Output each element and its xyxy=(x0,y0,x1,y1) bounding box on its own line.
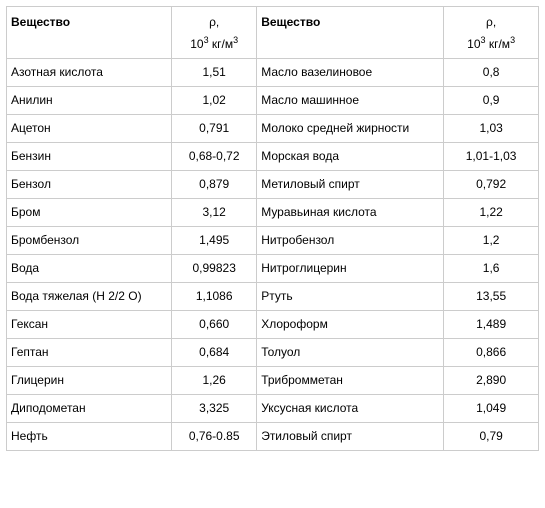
density-value-left: 0,879 xyxy=(172,171,257,199)
substance-name-right: Уксусная кислота xyxy=(257,395,444,423)
density-value-left: 1,1086 xyxy=(172,283,257,311)
substance-name-right: Нитроглицерин xyxy=(257,255,444,283)
substance-name-left: Нефть xyxy=(7,423,172,451)
density-value-right: 1,22 xyxy=(444,199,539,227)
table-row: Бромбензол1,495Нитробензол1,2 xyxy=(7,227,539,255)
density-table: Вещество ρ, 103 кг/м3 Вещество ρ, 103 кг… xyxy=(6,6,539,451)
density-value-right: 1,2 xyxy=(444,227,539,255)
density-value-right: 1,6 xyxy=(444,255,539,283)
substance-name-right: Ртуть xyxy=(257,283,444,311)
rho-symbol-2: ρ, xyxy=(448,15,534,29)
density-value-right: 1,489 xyxy=(444,311,539,339)
density-value-right: 1,03 xyxy=(444,115,539,143)
substance-name-left: Вода xyxy=(7,255,172,283)
table-row: Азотная кислота1,51Масло вазелиновое0,8 xyxy=(7,59,539,87)
substance-name-right: Трибромметан xyxy=(257,367,444,395)
density-value-left: 3,325 xyxy=(172,395,257,423)
density-value-right: 13,55 xyxy=(444,283,539,311)
density-value-left: 0,76-0.85 xyxy=(172,423,257,451)
substance-name-left: Анилин xyxy=(7,87,172,115)
substance-name-right: Масло машинное xyxy=(257,87,444,115)
substance-name-left: Глицерин xyxy=(7,367,172,395)
substance-name-left: Бензин xyxy=(7,143,172,171)
header-density-2: ρ, 103 кг/м3 xyxy=(444,7,539,59)
density-value-right: 0,866 xyxy=(444,339,539,367)
table-row: Бензол0,879Метиловый спирт0,792 xyxy=(7,171,539,199)
substance-name-left: Бромбензол xyxy=(7,227,172,255)
density-value-left: 1,26 xyxy=(172,367,257,395)
table-body: Азотная кислота1,51Масло вазелиновое0,8А… xyxy=(7,59,539,451)
density-value-right: 0,9 xyxy=(444,87,539,115)
substance-name-left: Гексан xyxy=(7,311,172,339)
density-value-right: 0,79 xyxy=(444,423,539,451)
table-row: Нефть0,76-0.85Этиловый спирт0,79 xyxy=(7,423,539,451)
substance-name-right: Морская вода xyxy=(257,143,444,171)
header-substance-1: Вещество xyxy=(7,7,172,59)
rho-unit-2: 103 кг/м3 xyxy=(467,37,515,51)
table-row: Вода0,99823Нитроглицерин1,6 xyxy=(7,255,539,283)
header-density-1: ρ, 103 кг/м3 xyxy=(172,7,257,59)
substance-name-left: Вода тяжелая (Н 2/2 О) xyxy=(7,283,172,311)
density-value-left: 0,68-0,72 xyxy=(172,143,257,171)
substance-name-left: Гептан xyxy=(7,339,172,367)
density-value-right: 0,8 xyxy=(444,59,539,87)
table-row: Вода тяжелая (Н 2/2 О)1,1086Ртуть13,55 xyxy=(7,283,539,311)
table-row: Диподометан3,325Уксусная кислота1,049 xyxy=(7,395,539,423)
density-value-left: 1,02 xyxy=(172,87,257,115)
density-value-left: 1,495 xyxy=(172,227,257,255)
substance-name-left: Азотная кислота xyxy=(7,59,172,87)
density-value-right: 2,890 xyxy=(444,367,539,395)
substance-name-right: Этиловый спирт xyxy=(257,423,444,451)
table-row: Глицерин1,26Трибромметан2,890 xyxy=(7,367,539,395)
substance-name-right: Молоко средней жирности xyxy=(257,115,444,143)
table-row: Гептан0,684Толуол0,866 xyxy=(7,339,539,367)
substance-name-left: Ацетон xyxy=(7,115,172,143)
substance-name-right: Толуол xyxy=(257,339,444,367)
density-value-left: 0,684 xyxy=(172,339,257,367)
substance-name-left: Бензол xyxy=(7,171,172,199)
rho-unit-1: 103 кг/м3 xyxy=(190,37,238,51)
density-value-left: 0,99823 xyxy=(172,255,257,283)
header-substance-2: Вещество xyxy=(257,7,444,59)
density-value-right: 1,049 xyxy=(444,395,539,423)
table-row: Ацетон0,791Молоко средней жирности1,03 xyxy=(7,115,539,143)
table-row: Анилин1,02Масло машинное0,9 xyxy=(7,87,539,115)
header-row: Вещество ρ, 103 кг/м3 Вещество ρ, 103 кг… xyxy=(7,7,539,59)
density-value-right: 1,01-1,03 xyxy=(444,143,539,171)
density-value-left: 0,660 xyxy=(172,311,257,339)
density-value-right: 0,792 xyxy=(444,171,539,199)
substance-name-right: Метиловый спирт xyxy=(257,171,444,199)
substance-name-right: Нитробензол xyxy=(257,227,444,255)
density-value-left: 3,12 xyxy=(172,199,257,227)
table-row: Бром3,12Муравьиная кислота1,22 xyxy=(7,199,539,227)
density-value-left: 1,51 xyxy=(172,59,257,87)
table-row: Гексан0,660Хлороформ1,489 xyxy=(7,311,539,339)
density-value-left: 0,791 xyxy=(172,115,257,143)
substance-name-right: Масло вазелиновое xyxy=(257,59,444,87)
substance-name-right: Муравьиная кислота xyxy=(257,199,444,227)
substance-name-left: Бром xyxy=(7,199,172,227)
substance-name-left: Диподометан xyxy=(7,395,172,423)
table-row: Бензин0,68-0,72Морская вода1,01-1,03 xyxy=(7,143,539,171)
substance-name-right: Хлороформ xyxy=(257,311,444,339)
rho-symbol-1: ρ, xyxy=(176,15,252,29)
